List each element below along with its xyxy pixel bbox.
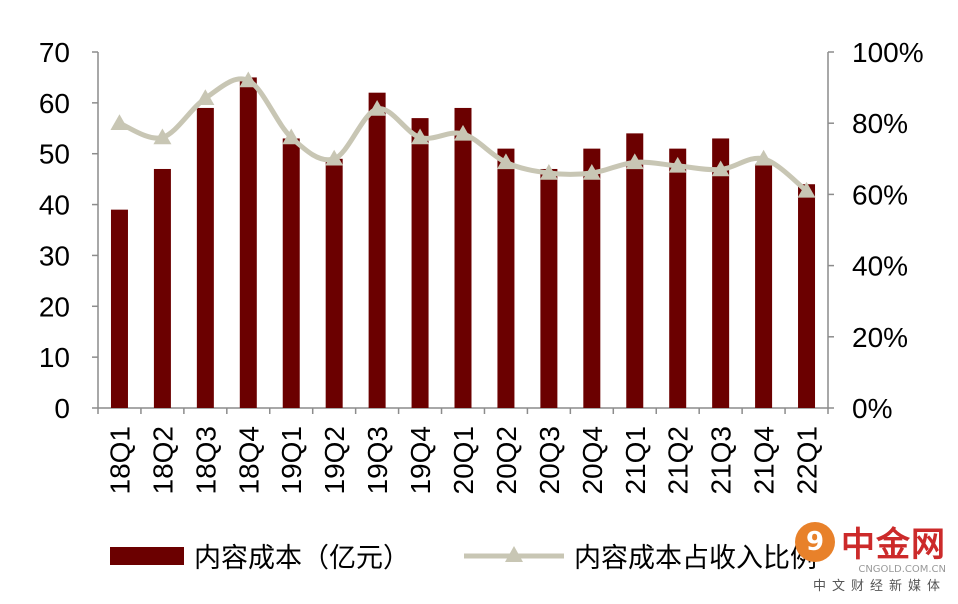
right-tick-label: 20%	[852, 322, 908, 353]
x-tick-label: 18Q2	[147, 426, 178, 495]
bar	[540, 168, 558, 408]
ratio-point	[368, 99, 387, 116]
bar-series	[110, 77, 816, 408]
ratio-point	[239, 71, 258, 88]
legend-label-bars: 内容成本（亿元）	[194, 543, 410, 574]
right-tick-label: 40%	[852, 251, 908, 282]
left-tick-label: 10	[39, 342, 70, 373]
watermark: 9 中金网 CNGOLD.COM.CN 中文财经新媒体	[795, 517, 946, 594]
right-tick-label: 80%	[852, 108, 908, 139]
bar	[583, 148, 601, 408]
bar	[368, 92, 386, 408]
bar	[712, 138, 730, 408]
x-tick-label: 20Q4	[577, 426, 608, 495]
bar	[282, 138, 300, 408]
legend-swatch-line	[464, 545, 564, 562]
legend-label-line: 内容成本占收入比例	[574, 543, 817, 574]
left-tick-label: 30	[39, 240, 70, 271]
bar	[325, 158, 343, 408]
ratio-point	[539, 164, 558, 180]
legend-swatch-bar	[110, 546, 184, 565]
x-tick-label: 21Q1	[620, 426, 651, 495]
x-tick-label: 19Q1	[276, 426, 307, 495]
left-tick-label: 70	[39, 37, 70, 68]
bar	[239, 77, 257, 408]
x-tick-label: 18Q3	[190, 426, 221, 495]
watermark-logo-icon: 9	[795, 521, 835, 562]
x-tick-label: 19Q2	[319, 426, 350, 495]
x-tick-label: 20Q3	[534, 426, 565, 495]
watermark-subtitle: 中文财经新媒体	[812, 579, 946, 594]
bar	[626, 133, 644, 408]
legend-item-line: 内容成本占收入比例	[464, 536, 817, 575]
tick-labels: 0 10 20 30 40 50 60 70 0% 20% 40% 60% 80% 100% 18Q1 18Q…	[39, 37, 924, 495]
ratio-point	[153, 128, 172, 145]
combo-chart: 0 10 20 30 40 50 60 70 0% 20% 40% 60% 80% 100% 18Q1 18Q…	[39, 37, 924, 495]
ratio-point	[282, 128, 301, 145]
bar	[669, 148, 687, 408]
bar	[110, 209, 128, 408]
x-tick-label: 20Q2	[491, 426, 522, 495]
left-tick-label: 60	[39, 88, 70, 119]
x-tick-label: 20Q1	[448, 426, 479, 495]
bar	[153, 168, 171, 408]
bar	[798, 184, 816, 408]
ratio-point	[496, 153, 515, 170]
ratio-point	[454, 124, 472, 141]
watermark-logo: 9 中金网	[795, 517, 946, 566]
bar	[755, 163, 773, 408]
watermark-name: 中金网	[841, 525, 946, 565]
ratio-point	[711, 160, 730, 177]
right-tick-label: 100%	[852, 37, 924, 68]
ratio-point	[668, 156, 687, 173]
left-tick-label: 50	[39, 139, 70, 170]
x-tick-label: 21Q3	[706, 426, 737, 495]
x-tick-label: 19Q4	[405, 426, 436, 495]
ratio-point	[625, 153, 644, 170]
line-series	[110, 71, 816, 198]
ratio-point	[754, 149, 773, 166]
ratio-point	[196, 89, 215, 106]
ratio-point	[110, 114, 129, 130]
ratio-point	[797, 181, 816, 198]
bar	[454, 107, 472, 408]
right-tick-label: 0%	[852, 393, 892, 424]
x-tick-label: 19Q3	[362, 426, 393, 495]
bar	[411, 118, 429, 408]
x-tick-label: 18Q4	[233, 426, 264, 495]
right-tick-label: 60%	[852, 179, 908, 210]
watermark-url: CNGOLD.COM.CN	[858, 564, 946, 575]
legend-triangle-icon	[505, 545, 523, 562]
left-tick-label: 40	[39, 190, 70, 221]
ratio-point	[325, 149, 344, 166]
x-tick-label: 22Q1	[792, 426, 823, 495]
bar	[497, 148, 515, 408]
ratio-point	[582, 164, 601, 180]
x-tick-label: 21Q2	[663, 426, 694, 495]
bar	[196, 107, 214, 408]
ratio-point	[411, 128, 430, 145]
legend: 内容成本（亿元） 内容成本占收入比例	[110, 536, 871, 575]
x-tick-label: 18Q1	[104, 426, 135, 495]
left-tick-label: 20	[39, 291, 70, 322]
legend-item-bars: 内容成本（亿元）	[110, 536, 410, 575]
left-tick-label: 0	[54, 393, 70, 424]
x-tick-label: 21Q4	[749, 426, 780, 495]
